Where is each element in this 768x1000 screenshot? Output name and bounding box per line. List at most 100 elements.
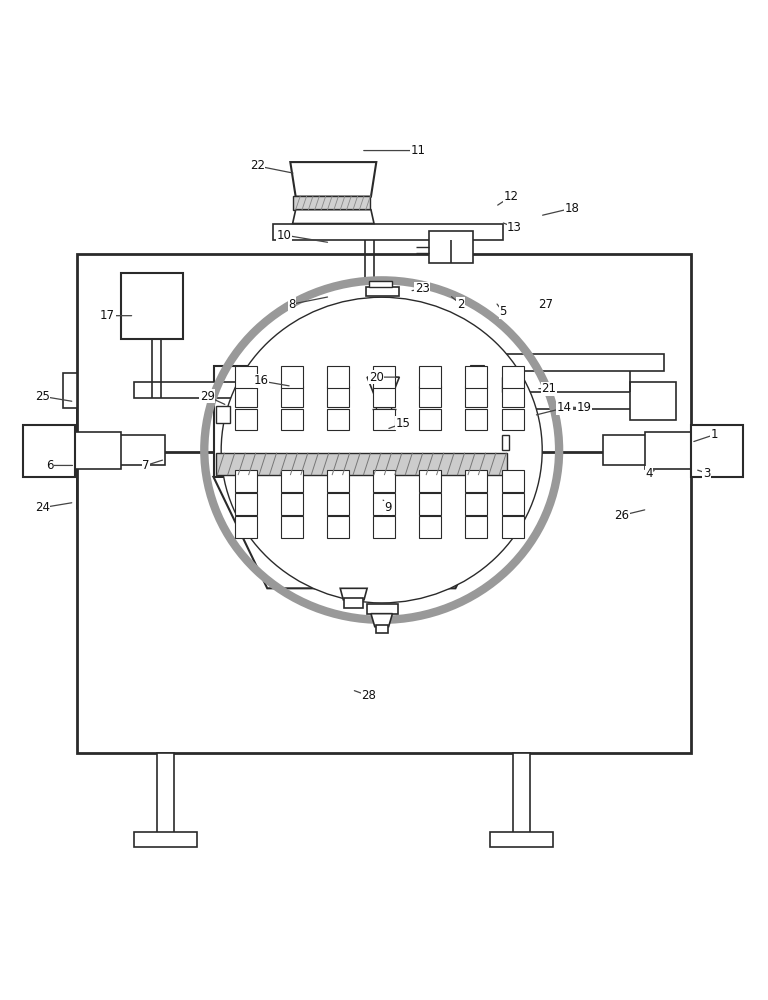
Bar <box>235 386 257 407</box>
Bar <box>453 392 634 409</box>
Bar <box>429 231 473 263</box>
Bar <box>513 753 530 834</box>
Polygon shape <box>77 394 165 509</box>
Bar <box>134 382 323 398</box>
Bar <box>373 470 395 492</box>
Bar <box>465 516 487 538</box>
Bar <box>502 516 524 538</box>
Bar <box>630 382 676 420</box>
Text: 3: 3 <box>703 467 710 480</box>
Bar <box>691 425 743 477</box>
Text: 9: 9 <box>384 501 392 514</box>
Text: 26: 26 <box>614 509 630 522</box>
Polygon shape <box>371 614 392 627</box>
Bar <box>376 625 388 633</box>
Bar <box>465 366 487 388</box>
Bar <box>281 493 303 515</box>
Bar <box>327 386 349 407</box>
Bar <box>216 453 507 475</box>
Text: 7: 7 <box>142 459 150 472</box>
Text: 18: 18 <box>564 202 580 215</box>
Bar <box>603 435 649 465</box>
Bar <box>281 470 303 492</box>
Text: 19: 19 <box>576 401 591 414</box>
Text: 8: 8 <box>288 298 296 311</box>
Bar <box>216 406 230 423</box>
Bar <box>419 493 441 515</box>
Polygon shape <box>290 162 376 197</box>
Bar <box>293 196 370 210</box>
Bar <box>465 409 487 430</box>
Bar <box>373 386 395 407</box>
Text: 4: 4 <box>645 467 653 480</box>
Bar <box>369 281 392 287</box>
Text: 13: 13 <box>507 221 522 234</box>
Bar <box>502 435 509 450</box>
Bar <box>373 366 395 388</box>
Polygon shape <box>293 210 374 224</box>
Bar <box>373 493 395 515</box>
Bar <box>235 409 257 430</box>
Bar <box>419 470 441 492</box>
Polygon shape <box>214 477 509 588</box>
Text: 2: 2 <box>457 298 465 311</box>
Polygon shape <box>340 588 367 600</box>
Bar <box>235 493 257 515</box>
Bar <box>502 493 524 515</box>
Bar <box>121 273 183 339</box>
Bar <box>364 294 375 302</box>
Text: 6: 6 <box>46 459 54 472</box>
Bar <box>366 287 399 296</box>
Bar <box>373 409 395 430</box>
Bar <box>502 366 524 388</box>
Bar <box>327 470 349 492</box>
Text: 10: 10 <box>276 229 292 242</box>
Bar <box>281 366 303 388</box>
Text: 25: 25 <box>35 390 50 403</box>
Bar <box>419 386 441 407</box>
Text: 11: 11 <box>411 144 426 157</box>
Bar <box>281 516 303 538</box>
Bar <box>465 386 487 407</box>
Bar <box>327 409 349 430</box>
Text: 29: 29 <box>200 390 215 403</box>
Text: 28: 28 <box>361 689 376 702</box>
Polygon shape <box>355 285 384 296</box>
Text: 12: 12 <box>503 190 518 203</box>
Polygon shape <box>603 394 691 509</box>
Bar <box>273 224 503 240</box>
Bar <box>214 366 509 477</box>
Ellipse shape <box>204 280 559 620</box>
Bar <box>419 366 441 388</box>
Bar <box>419 516 441 538</box>
Bar <box>419 409 441 430</box>
Text: 1: 1 <box>710 428 718 441</box>
Text: 23: 23 <box>415 282 430 295</box>
Bar <box>157 753 174 834</box>
Bar <box>327 516 349 538</box>
Bar <box>119 435 165 465</box>
Bar <box>470 365 484 380</box>
Bar <box>645 432 691 469</box>
Text: 24: 24 <box>35 501 50 514</box>
Bar <box>367 604 398 614</box>
Text: 16: 16 <box>253 374 269 387</box>
Bar <box>465 470 487 492</box>
Bar <box>63 373 77 408</box>
Bar <box>235 516 257 538</box>
Bar <box>373 516 395 538</box>
Bar <box>23 425 75 477</box>
Bar <box>344 598 363 608</box>
Ellipse shape <box>221 297 542 603</box>
Text: 21: 21 <box>541 382 557 395</box>
Bar <box>134 832 197 847</box>
Text: 17: 17 <box>100 309 115 322</box>
Bar <box>327 366 349 388</box>
Bar <box>235 366 257 388</box>
Bar <box>327 493 349 515</box>
Bar <box>490 832 553 847</box>
Text: 22: 22 <box>250 159 265 172</box>
Bar <box>502 386 524 407</box>
Bar <box>77 254 691 753</box>
Polygon shape <box>367 377 399 396</box>
